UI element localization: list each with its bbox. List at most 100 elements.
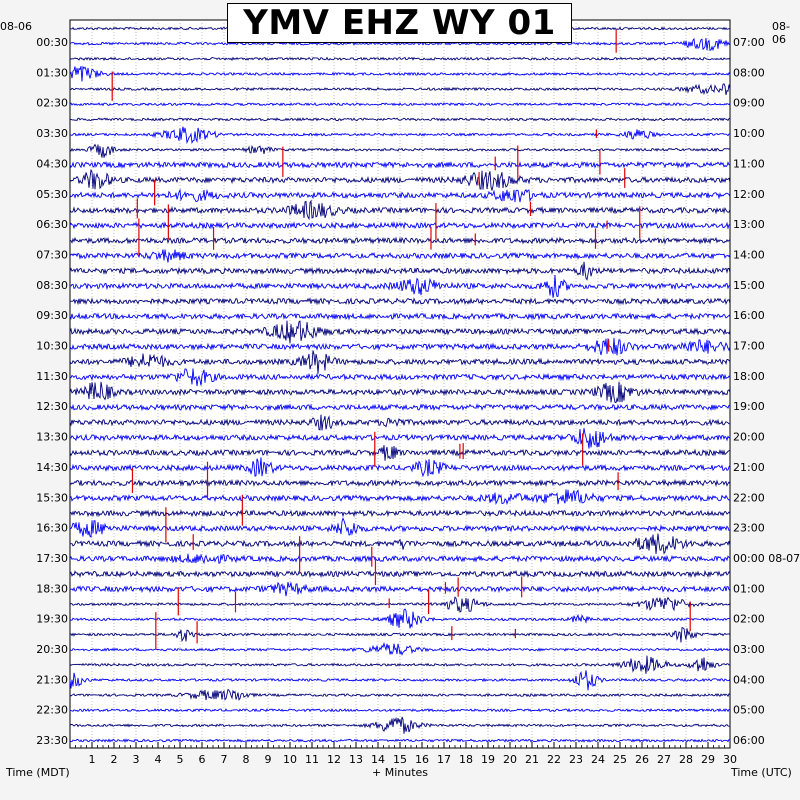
x-tick-label: 16 [415,753,429,766]
x-tick-label: 5 [177,753,184,766]
x-tick-label: 13 [349,753,363,766]
x-tick-label: 29 [701,753,715,766]
trace-line [69,160,731,170]
x-tick-label: 30 [723,753,737,766]
right-time-label: 00:00 08-07 [733,552,800,565]
trace-line [69,457,731,478]
x-tick-label: 23 [569,753,583,766]
trace-line [69,403,731,412]
trace-line [69,707,731,713]
left-time-label: 21:30 [36,673,68,686]
trace-line [69,381,731,404]
right-time-label: 17:00 [733,340,765,353]
trace-line [69,716,730,734]
trace-line [70,117,731,122]
left-time-label: 11:30 [36,370,68,383]
x-tick-label: 3 [133,753,140,766]
trace-line [69,65,731,82]
right-time-label: 06:00 [733,734,765,747]
right-time-label: 02:00 [733,613,765,626]
right-time-label: 12:00 [733,188,765,201]
x-tick-label: 12 [327,753,341,766]
left-axis-label: Time (MDT) [6,766,70,779]
left-time-label: 15:30 [36,491,68,504]
trace-line [69,236,731,245]
date-label-left: 08-06 [0,20,32,33]
left-time-label: 07:30 [36,248,68,261]
trace-line [69,688,731,701]
trace-line [69,126,731,145]
x-tick-label: 10 [283,753,297,766]
trace-line [69,581,731,597]
x-tick-label: 26 [635,753,649,766]
trace-line [69,428,731,449]
left-time-label: 05:30 [36,188,68,201]
trace-line [69,655,731,674]
trace-line [69,274,731,298]
trace-line [69,670,731,691]
left-time-label: 08:30 [36,279,68,292]
right-time-label: 15:00 [733,279,765,292]
x-tick-label: 4 [155,753,162,766]
right-time-label: 16:00 [733,309,765,322]
x-tick-label: 18 [459,753,473,766]
x-tick-label: 14 [371,753,385,766]
left-time-label: 19:30 [36,613,68,626]
right-time-label: 10:00 [733,127,765,140]
trace-line [69,56,731,61]
x-tick-label: 28 [679,753,693,766]
left-time-label: 22:30 [36,704,68,717]
left-time-label: 20:30 [36,643,68,656]
left-time-label: 17:30 [36,552,68,565]
trace-line [69,414,731,431]
right-time-label: 11:00 [733,157,765,170]
right-time-label: 18:00 [733,370,765,383]
x-tick-label: 9 [265,753,272,766]
right-time-label: 07:00 [733,36,765,49]
left-time-labels: 00:30 01:30 02:30 03:30 04:30 05:30 06:30 07:30… [36,36,68,747]
left-time-label: 14:30 [36,461,68,474]
trace-line [69,102,731,107]
trace-line [69,533,731,555]
right-time-label: 05:00 [733,704,765,717]
left-time-label: 01:30 [36,66,68,79]
right-time-label: 04:00 [733,673,765,686]
x-tick-label: 19 [481,753,495,766]
x-axis-label: + Minutes [372,766,429,779]
x-tick-label: 2 [111,753,118,766]
trace-line [70,517,731,538]
x-tick-label: 22 [547,753,561,766]
left-time-label: 23:30 [36,734,68,747]
trace-line [69,350,731,374]
trace-line [69,199,731,221]
x-tick-label: 7 [221,753,228,766]
minute-gridlines [91,20,709,748]
x-tick-label: 25 [613,753,627,766]
right-time-label: 22:00 [733,491,765,504]
left-time-label: 09:30 [36,309,68,322]
x-tick-label: 6 [199,753,206,766]
right-time-label: 14:00 [733,248,765,261]
trace-line [69,569,731,579]
left-time-label: 03:30 [36,127,68,140]
left-time-label: 00:30 [36,36,68,49]
trace-line [69,608,730,629]
trace-line [69,83,731,96]
trace-line [69,627,731,643]
trace-line [69,320,731,344]
right-time-label: 09:00 [733,97,765,110]
trace-line [69,168,731,191]
trace-line [69,249,731,263]
left-time-label: 06:30 [36,218,68,231]
trace-line [69,553,731,565]
trace-line [69,221,731,230]
left-time-label: 16:30 [36,522,68,535]
trace-line [69,445,731,461]
trace-line [69,596,731,613]
trace-line [69,478,731,488]
right-time-label: 20:00 [733,431,765,444]
chart-title: YMV EHZ WY 01 [227,3,572,43]
x-tick-label: 11 [305,753,319,766]
right-time-label: 23:00 [733,522,765,535]
